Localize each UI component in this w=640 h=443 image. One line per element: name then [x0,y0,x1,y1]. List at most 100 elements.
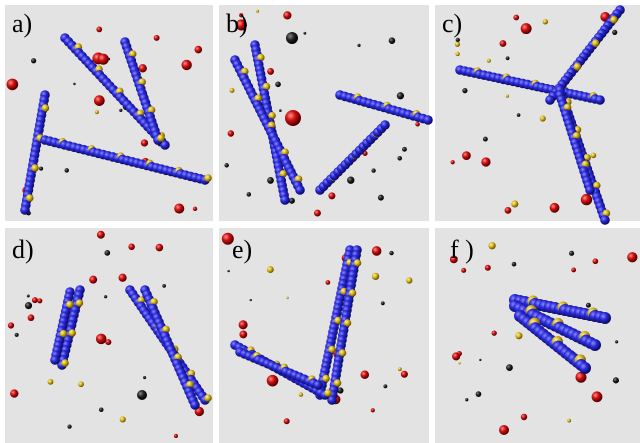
free-particle [286,32,298,44]
free-particle [500,40,507,47]
free-particle [415,122,420,127]
free-particle [506,56,510,60]
free-particle [267,266,274,273]
free-particle [267,68,274,75]
free-particle [162,284,166,288]
free-particle [397,92,404,99]
free-particle [488,242,495,249]
free-particle [156,244,164,252]
free-particle [267,375,279,387]
chain-bead [579,362,591,374]
free-particle [515,332,522,339]
free-particle [406,277,412,283]
free-particle [141,139,148,146]
chain-bead [589,339,601,351]
chain-bead [380,120,390,130]
free-particle [37,298,42,303]
free-particle [154,35,160,41]
free-particle [540,115,546,121]
free-particle [398,367,402,371]
free-particle [513,15,519,21]
free-particle [138,64,146,72]
panel-label: d) [12,235,34,264]
free-particle [78,381,84,387]
free-particle [195,46,203,54]
free-particle [462,88,467,93]
free-particle [120,416,126,422]
free-particle [571,267,576,272]
free-particle [456,38,460,42]
free-particle [32,297,38,303]
free-particle [303,32,306,35]
free-particle [98,54,109,65]
free-particle [389,37,396,44]
bound-particle [204,174,212,182]
free-particle [250,299,252,301]
panel-label: e) [232,235,252,264]
free-particle [181,60,191,70]
free-particle [378,195,384,201]
free-particle [7,79,19,91]
free-particle [492,330,497,335]
free-particle [521,23,532,34]
free-particle [143,376,146,379]
free-particle [593,258,599,264]
free-particle [455,52,459,56]
bound-particle [324,389,332,397]
free-particle [314,210,321,217]
free-particle [506,94,509,97]
free-particle [25,302,32,309]
free-particle [328,192,335,199]
free-particle [483,137,488,142]
chain-bead [280,195,290,205]
free-particle [627,252,637,262]
free-particle [615,340,618,343]
free-particle [326,280,331,285]
free-particle [174,434,178,438]
free-particle [389,251,393,255]
free-particle [174,203,184,213]
chain-bead [190,400,200,410]
free-particle [591,153,596,158]
free-particle [73,83,76,86]
free-particle [10,389,18,397]
free-particle [361,371,370,380]
panel-label: b) [226,9,248,38]
free-particle [67,424,71,428]
panel-label: c) [442,9,462,38]
chain-bead [313,380,323,390]
free-particle [512,262,517,267]
chain-bead [600,215,610,225]
free-particle [65,168,69,172]
free-particle [239,331,247,339]
free-particle [275,82,281,88]
free-particle [256,10,259,13]
free-particle [279,109,282,112]
free-particle [284,418,290,424]
free-particle [612,30,617,35]
free-particle [476,391,482,397]
free-particle [285,110,301,126]
free-particle [8,322,14,328]
free-particle [383,384,387,388]
free-particle [347,177,354,184]
free-particle [137,390,147,400]
free-particle [505,207,512,214]
free-particle [94,95,105,106]
bound-particle [157,134,165,142]
free-particle [543,19,548,24]
chain-bead [50,355,60,365]
free-particle [506,364,513,371]
free-particle [27,295,30,298]
free-particle [95,110,99,114]
free-particle [28,314,35,321]
free-particle [462,151,471,160]
free-particle [104,250,110,256]
free-particle [372,246,382,256]
free-particle [455,42,460,47]
free-particle [357,44,360,47]
panel-label: a) [12,9,32,38]
bound-particle [61,359,69,367]
free-particle [550,203,560,213]
figure: a) b) c) d) e) f ) [0,0,640,443]
